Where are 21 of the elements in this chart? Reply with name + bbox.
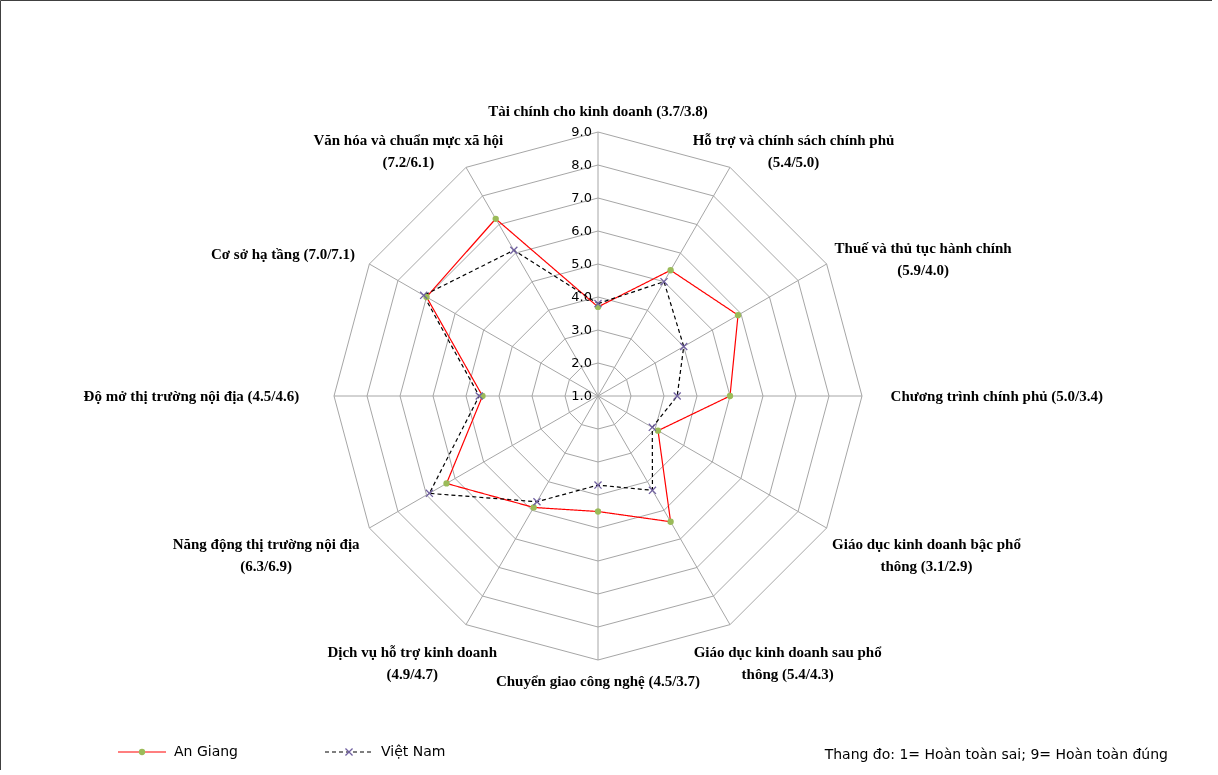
spoke-label: Chuyển giao công nghệ (4.5/3.7)	[495, 673, 701, 690]
y-tick-label: 9.0	[571, 124, 592, 139]
y-tick-label: 6.0	[571, 223, 592, 238]
spoke-label: Giáo dục kinh doanh bậc phổ thông (3.1/2.9)	[832, 536, 1022, 575]
y-tick-label: 3.0	[571, 322, 592, 337]
spoke-label: Tài chính cho kinh doanh (3.7/3.8)	[488, 103, 708, 120]
spoke-label: Hỗ trợ và chính sách chính phủ (5.4/5.0)	[692, 131, 895, 171]
y-tick-label: 2.0	[571, 355, 592, 370]
spoke-label: Cơ sở hạ tầng (7.0/7.1)	[210, 245, 356, 263]
spoke-label: Thuế và thủ tục hành chính (5.9/4.0)	[834, 240, 1013, 279]
y-tick-label: 8.0	[571, 157, 592, 172]
y-tick-label: 5.0	[571, 256, 592, 271]
legend-label: An Giang	[174, 743, 238, 759]
y-tick-label: 7.0	[571, 190, 592, 205]
spoke-label: Văn hóa và chuẩn mực xã hội (7.2/6.1)	[313, 131, 504, 171]
spoke-label: Độ mở thị trường nội địa (4.5/4.6)	[83, 388, 300, 405]
spoke-label: Năng động thị trường nội địa (6.3/6.9)	[172, 536, 361, 575]
text: Thang đo: 1= Hoàn toàn sai; 9= Hoàn toàn đúng	[823, 746, 1168, 762]
legend-label: Việt Nam	[381, 743, 446, 759]
spoke-label: Chương trình chính phủ (5.0/3.4)	[890, 388, 1103, 405]
y-tick-label: 1.0	[571, 388, 592, 403]
